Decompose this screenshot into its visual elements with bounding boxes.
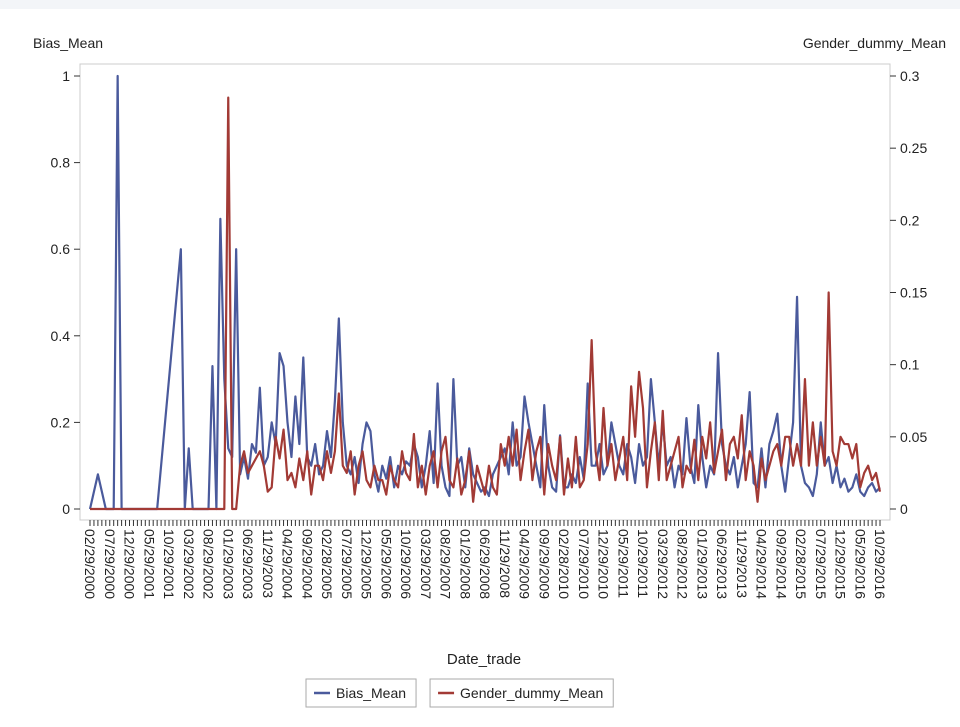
x-tick-label: 12/29/2005 [359, 529, 375, 599]
legend-label: Bias_Mean [336, 685, 406, 701]
x-tick-label: 01/29/2008 [457, 529, 473, 599]
x-tick-label: 01/29/2013 [694, 529, 710, 599]
x-tick-label: 07/29/2000 [102, 529, 118, 599]
x-tick-label: 07/29/2015 [813, 529, 829, 599]
series-line [90, 96, 882, 511]
x-tick-label: 12/29/2015 [833, 529, 849, 599]
x-tick-label: 08/29/2012 [675, 529, 691, 599]
legend-item: Bias_Mean [305, 678, 417, 708]
x-tick-label: 02/29/2000 [82, 529, 98, 599]
x-tick-label: 05/29/2001 [141, 529, 157, 599]
y2-tick-label: 0.05 [900, 429, 927, 445]
x-tick-label: 01/29/2003 [220, 529, 236, 599]
x-tick-label: 06/29/2003 [240, 529, 256, 599]
x-tick-label: 11/29/2013 [734, 529, 750, 598]
x-axis-title: Date_trade [447, 651, 521, 668]
x-tick-label: 09/29/2009 [536, 529, 552, 599]
y-tick-label: 0.2 [51, 414, 71, 430]
y-tick-label: 0.6 [51, 241, 71, 257]
x-tick-label: 05/29/2011 [615, 529, 631, 598]
x-tick-label: 06/29/2008 [477, 529, 493, 599]
x-tick-label: 07/29/2005 [339, 529, 355, 599]
series-line [88, 74, 881, 511]
x-tick-label: 04/29/2009 [517, 529, 533, 599]
x-tick-label: 02/28/2010 [556, 529, 572, 599]
x-tick-label: 06/29/2013 [714, 529, 730, 599]
x-tick-label: 04/29/2014 [754, 529, 770, 599]
x-tick-label: 02/28/2015 [793, 529, 809, 599]
x-tick-label: 11/29/2003 [260, 529, 276, 598]
x-tick-label: 03/29/2002 [181, 529, 197, 599]
x-tick-label: 02/28/2005 [319, 529, 335, 599]
x-tick-label: 12/29/2010 [596, 529, 612, 599]
x-tick-label: 03/29/2012 [655, 529, 671, 599]
y-tick-label: 0.4 [51, 328, 71, 344]
x-tick-label: 08/29/2007 [438, 529, 454, 599]
legend-label: Gender_dummy_Mean [460, 685, 603, 701]
y-axis-title: Bias_Mean [33, 35, 103, 51]
legend-item: Gender_dummy_Mean [429, 678, 614, 708]
y-tick-label: 0.8 [51, 155, 71, 171]
top-strip [0, 0, 960, 9]
x-tick-label: 04/29/2004 [280, 529, 296, 599]
x-tick-label: 05/29/2016 [852, 529, 868, 599]
legend-box [429, 678, 614, 708]
y2-tick-label: 0.2 [900, 212, 920, 228]
y2-tick-label: 0 [900, 501, 908, 517]
y-tick-label: 0 [62, 501, 70, 517]
y-tick-label: 1 [62, 68, 70, 84]
x-tick-label: 03/29/2007 [418, 529, 434, 599]
y2-tick-label: 0.25 [900, 140, 927, 156]
x-tick-label: 09/29/2004 [299, 529, 315, 599]
x-tick-label: 11/29/2008 [497, 529, 513, 598]
y2-tick-label: 0.15 [900, 285, 927, 301]
x-tick-label: 07/29/2010 [576, 529, 592, 599]
x-tick-label: 09/29/2014 [773, 529, 789, 599]
x-tick-label: 10/29/2016 [872, 529, 888, 599]
y2-axis-title: Gender_dummy_Mean [803, 35, 946, 51]
x-tick-label: 10/29/2011 [635, 529, 651, 598]
y2-tick-label: 0.3 [900, 68, 920, 84]
x-tick-label: 05/29/2006 [378, 529, 394, 599]
x-tick-label: 08/29/2002 [201, 529, 217, 599]
x-tick-label: 10/29/2001 [161, 529, 177, 599]
x-tick-label: 12/29/2000 [122, 529, 138, 599]
y2-tick-label: 0.1 [900, 357, 920, 373]
x-tick-label: 10/29/2006 [398, 529, 414, 599]
